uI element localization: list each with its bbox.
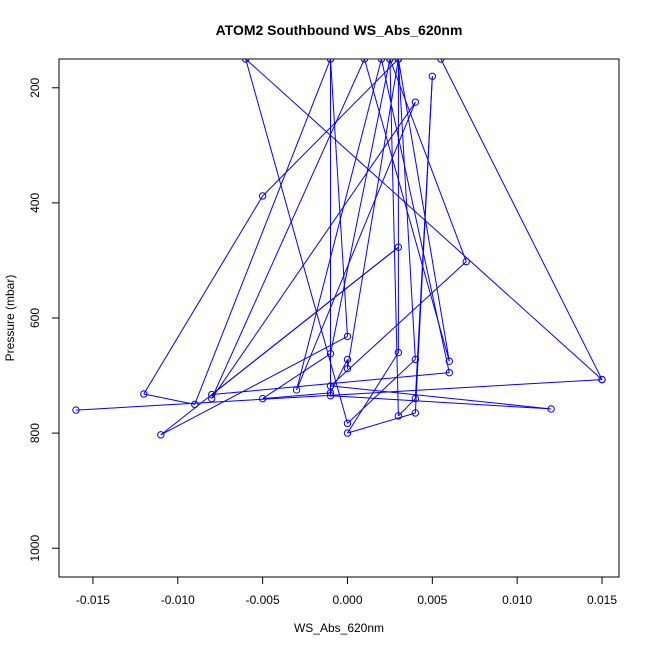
x-axis-label: WS_Abs_620nm bbox=[294, 621, 384, 635]
series-segment bbox=[296, 59, 382, 391]
series-segment bbox=[347, 412, 416, 434]
series-segment bbox=[330, 385, 552, 410]
y-axis: 200 400 600 800 1000 bbox=[28, 77, 59, 562]
data-point bbox=[394, 59, 403, 63]
series-segment bbox=[330, 59, 391, 354]
x-tick-label: 0.000 bbox=[332, 593, 362, 607]
y-tick-label: 600 bbox=[28, 308, 42, 328]
series-data bbox=[72, 59, 606, 439]
data-point bbox=[411, 409, 420, 417]
series-segment bbox=[143, 195, 264, 395]
series-segment bbox=[211, 372, 450, 396]
y-tick-label: 800 bbox=[28, 423, 42, 443]
data-point bbox=[598, 375, 606, 384]
data-point bbox=[445, 357, 454, 365]
data-point bbox=[72, 406, 80, 414]
data-point bbox=[326, 382, 335, 390]
series-segment bbox=[398, 398, 416, 417]
data-point bbox=[411, 355, 420, 364]
series-segment bbox=[211, 101, 416, 399]
data-point bbox=[343, 419, 352, 428]
x-tick-label: -0.005 bbox=[246, 593, 280, 607]
series-segment bbox=[75, 379, 603, 411]
chart-title: ATOM2 Southbound WS_Abs_620nm bbox=[216, 22, 463, 38]
data-point bbox=[292, 386, 301, 394]
y-tick-label: 1000 bbox=[28, 535, 42, 562]
series-segment bbox=[262, 353, 331, 399]
data-point bbox=[386, 59, 394, 63]
data-point bbox=[411, 394, 420, 403]
data-point bbox=[428, 72, 437, 80]
series-segment bbox=[440, 59, 603, 380]
data-point bbox=[547, 405, 555, 413]
data-point bbox=[394, 348, 403, 357]
data-point bbox=[394, 412, 403, 420]
data-point bbox=[241, 59, 250, 63]
data-point bbox=[258, 394, 267, 403]
data-point bbox=[394, 243, 403, 251]
series-segment bbox=[330, 395, 552, 410]
x-tick-label: 0.005 bbox=[417, 593, 447, 607]
data-point bbox=[360, 59, 369, 63]
series-segment bbox=[347, 352, 399, 434]
series-segment bbox=[194, 59, 331, 405]
series-segment bbox=[245, 59, 348, 424]
data-point bbox=[258, 192, 267, 200]
series-segment bbox=[414, 76, 433, 413]
series-segment bbox=[160, 335, 348, 436]
y-tick-label: 400 bbox=[28, 193, 42, 213]
data-point bbox=[326, 392, 335, 400]
series-segment bbox=[262, 59, 399, 197]
series-segment bbox=[143, 393, 195, 405]
data-point bbox=[343, 355, 352, 364]
data-point bbox=[343, 332, 352, 341]
data-point bbox=[343, 364, 352, 373]
x-tick-label: 0.010 bbox=[502, 593, 532, 607]
x-tick-label: 0.015 bbox=[587, 593, 617, 607]
series-segment bbox=[346, 59, 399, 369]
x-tick-label: -0.010 bbox=[161, 593, 195, 607]
data-point bbox=[462, 257, 470, 266]
y-tick-label: 200 bbox=[28, 77, 42, 97]
data-point bbox=[140, 390, 148, 398]
data-point bbox=[411, 98, 420, 106]
data-point bbox=[208, 394, 216, 403]
series-segment bbox=[397, 59, 416, 360]
y-axis-label: Pressure (mbar) bbox=[3, 275, 17, 362]
series-segment bbox=[160, 246, 399, 436]
data-point bbox=[157, 431, 165, 439]
data-point bbox=[445, 368, 454, 377]
series-segment bbox=[389, 59, 399, 416]
plot-frame bbox=[58, 58, 620, 578]
series-segment bbox=[330, 59, 348, 337]
data-point bbox=[377, 59, 386, 63]
series-segment bbox=[380, 59, 450, 373]
x-axis: -0.015 -0.010 -0.005 0.000 0.005 0.010 0.015 bbox=[76, 577, 617, 607]
series-segment bbox=[211, 59, 365, 399]
data-point bbox=[343, 429, 352, 437]
data-point bbox=[326, 389, 335, 397]
series-segment bbox=[296, 101, 416, 391]
series-segment bbox=[347, 359, 416, 424]
data-point bbox=[326, 349, 335, 358]
series-segment bbox=[397, 59, 450, 362]
x-tick-label: -0.015 bbox=[76, 593, 110, 607]
series-segment bbox=[262, 392, 331, 400]
data-point bbox=[191, 400, 199, 409]
data-point bbox=[208, 390, 216, 399]
data-point bbox=[326, 59, 335, 63]
data-point bbox=[437, 59, 445, 63]
series-segment bbox=[245, 59, 603, 380]
